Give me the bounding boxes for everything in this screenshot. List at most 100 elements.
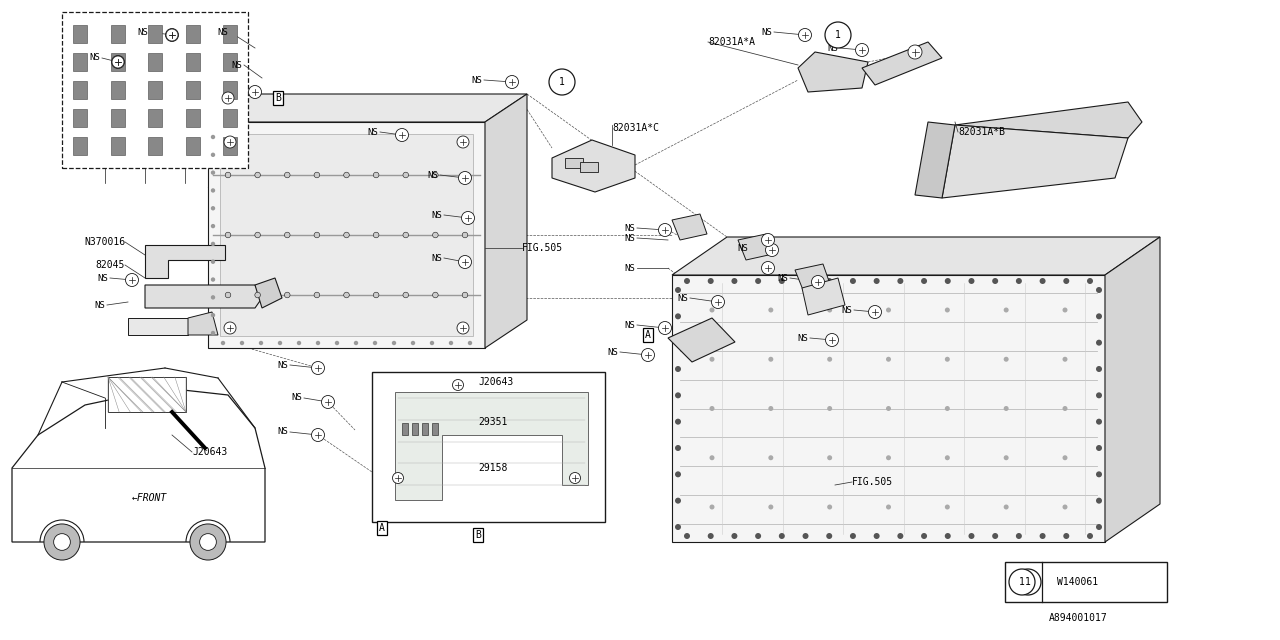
Circle shape [675,498,681,504]
Circle shape [225,172,230,178]
Circle shape [458,255,471,269]
Circle shape [225,292,230,298]
Circle shape [344,172,349,178]
Circle shape [762,262,774,275]
Text: B: B [475,530,481,540]
Circle shape [211,170,215,175]
Circle shape [1062,307,1068,312]
Text: NS: NS [777,273,788,282]
Text: 82045: 82045 [96,260,125,270]
Bar [1005,562,1167,602]
Polygon shape [128,318,188,335]
Polygon shape [552,140,635,192]
Circle shape [768,406,773,411]
Circle shape [812,275,824,289]
Circle shape [211,152,215,157]
Polygon shape [668,318,735,362]
Circle shape [1004,406,1009,411]
Text: NS: NS [428,170,438,179]
Circle shape [111,56,124,68]
Text: NS: NS [278,360,288,369]
Circle shape [803,533,809,539]
Circle shape [570,472,581,483]
Bar [110,137,124,155]
Bar [73,137,87,155]
Circle shape [945,356,950,362]
Circle shape [897,278,904,284]
Circle shape [316,341,320,345]
Text: NS: NS [677,294,689,303]
Circle shape [675,287,681,293]
Circle shape [897,533,904,539]
Circle shape [908,45,922,59]
Circle shape [731,533,737,539]
Polygon shape [255,278,282,308]
Circle shape [278,341,282,345]
Circle shape [712,296,724,308]
Circle shape [393,472,403,483]
Circle shape [709,455,714,460]
Circle shape [886,504,891,509]
Text: NS: NS [607,348,618,356]
Circle shape [675,314,681,319]
Bar [372,372,605,522]
Circle shape [827,406,832,411]
Text: NS: NS [95,301,105,310]
Circle shape [224,136,236,148]
Bar [223,137,237,155]
Circle shape [886,455,891,460]
Bar [223,25,237,43]
Circle shape [211,224,215,228]
Bar [412,423,419,435]
Circle shape [344,232,349,238]
Text: NS: NS [90,54,100,63]
Circle shape [874,533,879,539]
Circle shape [211,331,215,335]
Circle shape [403,172,408,178]
Circle shape [314,172,320,178]
Circle shape [284,172,291,178]
Circle shape [344,292,349,298]
Circle shape [886,356,891,362]
Circle shape [1096,524,1102,530]
Circle shape [211,313,215,317]
Circle shape [762,234,774,246]
Bar [580,162,598,172]
Text: NS: NS [762,28,772,36]
Circle shape [945,307,950,312]
Circle shape [850,278,856,284]
Text: 1: 1 [559,77,564,87]
Circle shape [827,455,832,460]
Bar [186,25,200,43]
Polygon shape [942,125,1128,198]
Circle shape [755,533,762,539]
Circle shape [166,29,178,41]
Bar [110,81,124,99]
Circle shape [709,504,714,509]
Circle shape [1039,278,1046,284]
Circle shape [709,307,714,312]
Bar [223,81,237,99]
Text: NS: NS [97,273,108,282]
Circle shape [311,429,325,442]
Circle shape [850,533,856,539]
Circle shape [1096,340,1102,346]
Circle shape [945,533,951,539]
Circle shape [403,292,408,298]
Circle shape [827,356,832,362]
Text: NS: NS [292,394,302,403]
Circle shape [1096,366,1102,372]
Circle shape [1004,504,1009,509]
Polygon shape [861,42,942,85]
Bar [433,423,438,435]
Circle shape [284,232,291,238]
Circle shape [1062,504,1068,509]
Circle shape [755,278,762,284]
Circle shape [335,341,339,345]
Text: NS: NS [367,127,378,136]
Circle shape [411,341,415,345]
Circle shape [211,135,215,140]
Circle shape [314,292,320,298]
Polygon shape [145,285,262,308]
Circle shape [1064,278,1069,284]
